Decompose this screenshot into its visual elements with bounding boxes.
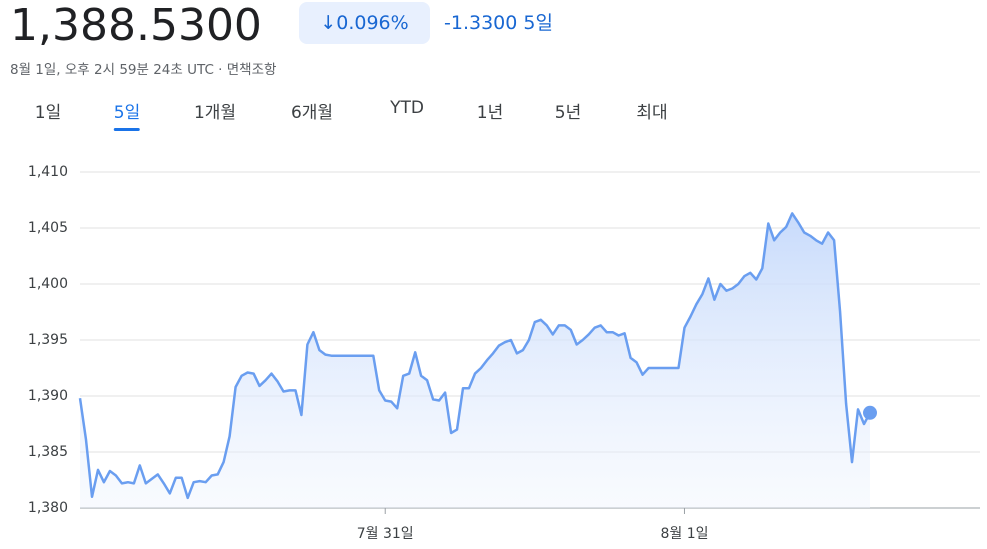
change-percent: ↓0.096% xyxy=(299,2,430,44)
price: 1,388.5300 xyxy=(10,0,262,51)
x-tick-label: 7월 31일 xyxy=(357,526,414,542)
range-tab[interactable]: 5일 xyxy=(113,98,141,131)
x-tick-label: 8월 1일 xyxy=(660,526,708,542)
area xyxy=(80,213,870,508)
y-tick-label: 1,410 xyxy=(28,164,68,180)
range-tab[interactable]: 최대 xyxy=(636,103,668,123)
y-tick-label: 1,395 xyxy=(28,332,68,348)
range-tab[interactable]: 1개월 xyxy=(193,103,237,123)
range-tab[interactable]: 1년 xyxy=(476,103,504,123)
range-tab[interactable]: 6개월 xyxy=(290,103,334,123)
y-tick-label: 1,385 xyxy=(28,444,68,460)
range-tab[interactable]: YTD xyxy=(390,98,424,118)
line xyxy=(78,212,872,500)
y-tick-label: 1,390 xyxy=(28,388,68,404)
range-tab[interactable]: 5년 xyxy=(554,103,582,123)
timestamp: 8월 1일, 오후 2시 59분 24초 UTC · 면책조항 xyxy=(10,62,277,78)
change-value: -1.3300 xyxy=(444,12,518,34)
y-tick-label: 1,380 xyxy=(28,500,68,516)
last-point xyxy=(863,405,877,420)
change: -1.3300 5일 xyxy=(444,2,553,44)
change-period: 5일 xyxy=(523,12,553,34)
range-tab[interactable]: 1일 xyxy=(34,103,62,123)
y-tick-label: 1,405 xyxy=(28,220,68,236)
y-tick-label: 1,400 xyxy=(28,276,68,292)
